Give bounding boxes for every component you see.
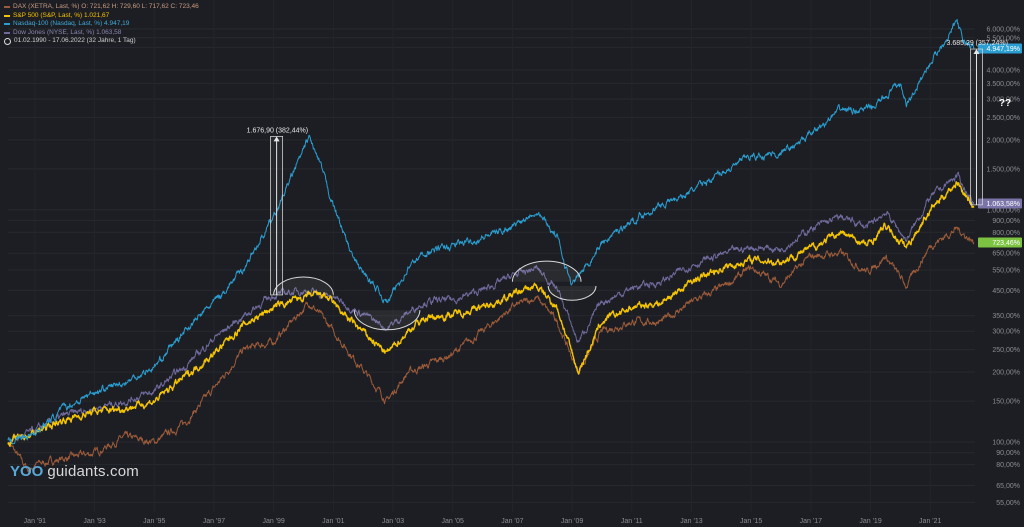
arc-marker (353, 310, 421, 331)
y-tick-label: 3.000,00% (987, 96, 1020, 103)
x-tick-label: Jan '99 (262, 518, 284, 525)
x-tick-label: Jan '93 (83, 518, 105, 525)
question-label: ?? (999, 98, 1011, 109)
y-tick-label: 550,00% (992, 268, 1020, 275)
measure-label: 3.685,29 (357,24%) (946, 40, 1008, 47)
y-tick-label: 4.000,00% (987, 67, 1020, 74)
legend-dow[interactable]: Dow Jones (NYSE, Last, %) 1.063,58 (4, 29, 199, 38)
legend-dax-text: DAX (XETRA, Last, %) O: 721,62 H: 729,60… (13, 3, 199, 10)
logo: YOO guidants.com (10, 463, 139, 480)
arc-marker (547, 285, 597, 301)
x-tick-label: Jan '21 (919, 518, 941, 525)
legend-nasdaq-text: Nasdaq-100 (Nasdaq, Last, %) 4.947,19 (13, 20, 130, 28)
y-tick-label: 2.000,00% (987, 137, 1020, 144)
arrow-head-icon (273, 136, 280, 142)
x-tick-label: Jan '03 (382, 518, 404, 525)
badge-label: 723,46% (992, 240, 1020, 247)
series-line-nasdaq-100[interactable] (7, 18, 975, 445)
y-tick-label: 80,00% (996, 462, 1020, 469)
x-tick-label: Jan '07 (501, 518, 523, 525)
y-tick-label: 650,00% (992, 251, 1020, 258)
y-tick-label: 350,00% (992, 313, 1020, 320)
badge-label: 1.063,58% (987, 201, 1020, 208)
x-tick-label: Jan '15 (740, 518, 762, 525)
badge-nasdaq-100 (978, 43, 1022, 54)
y-tick-label: 100,00% (992, 440, 1020, 447)
legend-sp500-text: S&P 500 (S&P, Last, %) 1.021,67 (13, 11, 110, 19)
badge-dow-jones (978, 198, 1022, 209)
legend: DAX (XETRA, Last, %) O: 721,62 H: 729,60… (4, 3, 199, 46)
y-tick-label: 800,00% (992, 230, 1020, 237)
y-tick-label: 1.500,00% (987, 166, 1020, 173)
arrow-head-icon (973, 49, 980, 55)
y-tick-label: 90,00% (996, 450, 1020, 457)
x-tick-label: Jan '09 (561, 518, 583, 525)
badge-label: 4.947,19% (987, 46, 1020, 53)
y-tick-label: 450,00% (992, 288, 1020, 295)
legend-sp500[interactable]: S&P 500 (S&P, Last, %) 1.021,67 (4, 12, 199, 21)
arc-marker (511, 260, 582, 282)
y-tick-label: 3.500,00% (987, 81, 1020, 88)
series-line-dow-jones[interactable] (7, 171, 975, 445)
series-line-dax[interactable] (7, 226, 975, 474)
x-tick-label: Jan '17 (800, 518, 822, 525)
x-tick-label: Jan '97 (203, 518, 225, 525)
x-tick-label: Jan '19 (859, 518, 881, 525)
y-tick-label: 1.000,00% (987, 207, 1020, 214)
x-tick-label: Jan '01 (322, 518, 344, 525)
legend-nasdaq[interactable]: Nasdaq-100 (Nasdaq, Last, %) 4.947,19 (4, 20, 199, 29)
y-tick-label: 300,00% (992, 329, 1020, 336)
y-tick-label: 200,00% (992, 370, 1020, 377)
x-tick-label: Jan '11 (621, 518, 643, 525)
badge-dax (978, 237, 1022, 248)
legend-dax[interactable]: DAX (XETRA, Last, %) O: 721,62 H: 729,60… (4, 3, 199, 12)
legend-range: 01.02.1990 - 17.06.2022 (32 Jahre, 1 Tag… (4, 37, 199, 46)
legend-dow-text: Dow Jones (NYSE, Last, %) 1.063,58 (13, 28, 122, 36)
y-tick-label: 55,00% (996, 500, 1020, 507)
x-tick-label: Jan '91 (24, 518, 46, 525)
y-tick-label: 250,00% (992, 347, 1020, 354)
logo-text: guidants.com (47, 463, 139, 480)
y-tick-label: 65,00% (996, 483, 1020, 490)
x-tick-label: Jan '05 (442, 518, 464, 525)
logo-mark: YOO (10, 463, 44, 480)
series-line-s-p-500[interactable] (7, 181, 975, 447)
y-tick-label: 2.500,00% (987, 115, 1020, 122)
clock-icon (4, 38, 11, 46)
y-tick-label: 900,00% (992, 218, 1020, 225)
x-tick-label: Jan '13 (680, 518, 702, 525)
measure-label: 1.676,90 (382,44%) (247, 127, 309, 134)
y-tick-label: 150,00% (992, 399, 1020, 406)
x-tick-label: Jan '95 (143, 518, 165, 525)
legend-range-text: 01.02.1990 - 17.06.2022 (32 Jahre, 1 Tag… (14, 37, 136, 45)
y-tick-label: 6.000,00% (987, 27, 1020, 34)
y-tick-label: 5.500,00% (987, 35, 1020, 42)
